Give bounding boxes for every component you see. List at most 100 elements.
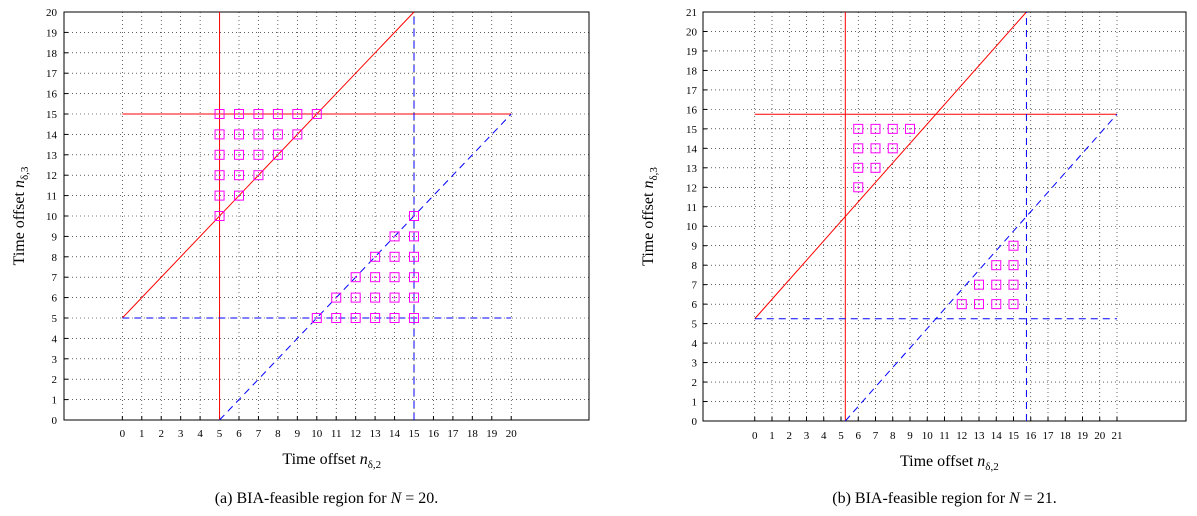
feasible-point-marker (292, 129, 303, 140)
y-tick-label: 6 (692, 299, 698, 311)
y-tick-label: 8 (52, 252, 58, 264)
boundary-line-dashed (219, 113, 512, 421)
feasible-point-marker (234, 129, 244, 140)
feasible-point-marker (234, 149, 244, 160)
x-tick-label: 4 (197, 428, 203, 440)
x-tick-label: 0 (752, 430, 758, 442)
x-tick-label: 18 (1060, 430, 1072, 442)
x-tick-label: 17 (1043, 430, 1055, 442)
chart-panel-b: 0 1 2 3 4 5 6 7 8 9 10 11 12 13 14 15 16 17 18 19 20 21012345… (640, 7, 1187, 507)
y-tick-label: 0 (692, 416, 698, 428)
y-tick-label: 17 (686, 85, 698, 97)
feasible-point-marker (331, 292, 342, 303)
feasible-point-marker (214, 190, 225, 201)
figure-caption: (b) BIA-feasible region for N = 21. (832, 490, 1057, 507)
x-tick-label: 12 (350, 428, 361, 440)
feasible-point-marker (253, 170, 264, 181)
x-tick-label: 6 (236, 428, 242, 440)
x-tick-label: 3 (804, 430, 810, 442)
x-tick-label: 15 (1008, 430, 1020, 442)
feasible-point-marker (887, 123, 898, 134)
feasible-point-marker (853, 162, 864, 173)
feasible-point-marker (409, 251, 419, 262)
feasible-point-marker (409, 272, 419, 283)
boundary-line-dashed (844, 113, 1118, 422)
y-tick-label: 6 (52, 293, 58, 305)
feasible-point-marker (389, 272, 400, 283)
y-axis-label: Time offset nδ,3 (11, 166, 31, 265)
x-tick-label: 5 (838, 430, 844, 442)
grid (703, 11, 1186, 422)
y-tick-label: 13 (46, 150, 58, 162)
feasible-point-marker (350, 292, 361, 303)
y-tick-label: 3 (692, 358, 698, 370)
feasible-point-marker (1008, 299, 1019, 310)
y-tick-label: 7 (52, 272, 58, 284)
y-tick-label: 13 (686, 163, 698, 175)
feasible-point-marker (370, 251, 381, 262)
x-tick-label: 13 (370, 428, 382, 440)
feasible-point-marker (370, 313, 381, 323)
x-tick-label: 2 (787, 430, 793, 442)
y-tick-label: 20 (46, 7, 58, 19)
feasible-point-marker (409, 292, 419, 303)
feasible-point-marker (214, 129, 225, 140)
x-tick-label: 20 (1094, 430, 1106, 442)
feasible-point-marker (389, 313, 400, 323)
x-tick-label: 13 (974, 430, 986, 442)
feasible-point-marker (253, 149, 264, 160)
x-tick-label: 8 (275, 428, 281, 440)
feasible-point-marker (409, 231, 419, 242)
y-tick-label: 12 (686, 182, 697, 194)
feasible-point-marker (350, 313, 361, 323)
x-tick-label: 7 (256, 428, 262, 440)
x-tick-label: 14 (389, 428, 401, 440)
x-tick-label: 2 (158, 428, 164, 440)
figure-caption: (a) BIA-feasible region for N = 20. (215, 490, 439, 507)
x-tick-label: 9 (295, 428, 301, 440)
y-tick-label: 4 (692, 338, 698, 350)
y-tick-label: 11 (686, 202, 697, 214)
plot-frame (63, 11, 590, 421)
x-tick-label: 21 (1112, 430, 1123, 442)
y-tick-label: 0 (52, 415, 58, 427)
y-tick-label: 16 (46, 89, 58, 101)
x-axis-label: Time offset nδ,2 (900, 453, 999, 473)
y-tick-label: 3 (52, 354, 58, 366)
y-tick-label: 5 (52, 313, 58, 325)
x-tick-label: 6 (856, 430, 862, 442)
x-tick-label: 17 (447, 428, 459, 440)
x-tick-label: 11 (939, 430, 950, 442)
feasible-point-marker (389, 231, 400, 242)
y-tick-label: 16 (686, 104, 698, 116)
feasible-point-marker (409, 211, 419, 221)
feasible-point-marker (991, 260, 1002, 271)
y-tick-label: 15 (686, 124, 698, 136)
y-tick-label: 9 (52, 231, 58, 243)
feasible-point-marker (974, 279, 984, 290)
x-tick-label: 7 (873, 430, 879, 442)
x-tick-label: 1 (769, 430, 775, 442)
x-tick-label: 1 (139, 428, 145, 440)
x-tick-label: 16 (428, 428, 440, 440)
feasible-point-marker (853, 123, 864, 134)
feasible-point-marker (974, 299, 984, 310)
y-tick-label: 14 (46, 129, 58, 141)
feasible-point-marker (853, 182, 864, 193)
boundary-line-solid (121, 11, 415, 319)
feasible-point-marker (991, 299, 1002, 310)
feasible-point-marker (234, 190, 244, 201)
y-tick-label: 19 (46, 27, 58, 39)
feasible-point-marker (389, 292, 400, 303)
feasible-point-marker (1008, 279, 1019, 290)
feasible-point-marker (870, 162, 881, 173)
x-axis-label: Time offset nδ,2 (282, 451, 381, 471)
y-tick-label: 14 (686, 143, 698, 155)
y-tick-label: 5 (692, 319, 698, 331)
feasible-point-marker (370, 272, 381, 283)
feasible-point-marker (234, 109, 244, 119)
feasible-point-marker (214, 109, 225, 119)
feasible-point-marker (887, 143, 898, 154)
x-tick-label: 12 (956, 430, 967, 442)
feasible-point-marker (272, 129, 283, 140)
